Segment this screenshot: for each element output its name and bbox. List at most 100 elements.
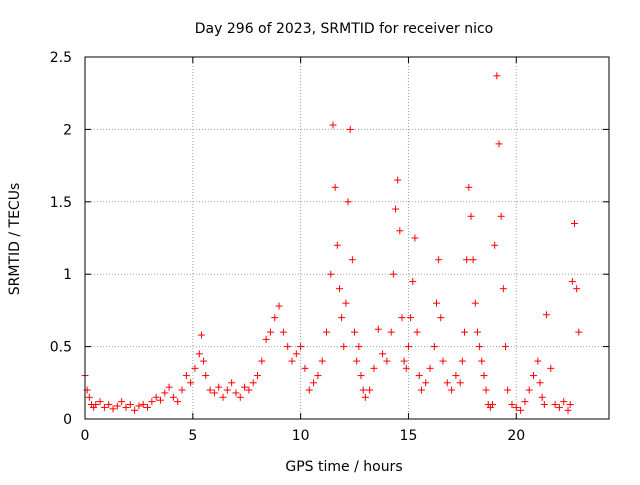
data-point	[374, 325, 382, 333]
data-point	[564, 406, 572, 414]
data-point	[555, 403, 563, 411]
data-point	[338, 314, 346, 322]
data-point	[530, 372, 538, 380]
data-point	[323, 328, 331, 336]
data-point	[254, 372, 262, 380]
data-point	[525, 386, 533, 394]
data-point	[568, 277, 576, 285]
y-tick-label: 2.5	[50, 50, 72, 66]
data-point	[497, 212, 505, 220]
data-point	[389, 270, 397, 278]
data-point	[331, 183, 339, 191]
data-point	[139, 401, 147, 409]
data-point	[400, 357, 408, 365]
data-point	[344, 198, 352, 206]
data-point	[355, 343, 363, 351]
data-point	[432, 299, 440, 307]
data-point	[275, 302, 283, 310]
data-point	[448, 386, 456, 394]
data-point	[262, 335, 270, 343]
data-point	[458, 357, 466, 365]
data-point	[538, 393, 546, 401]
data-point	[301, 364, 309, 372]
data-point	[456, 379, 464, 387]
data-point	[536, 379, 544, 387]
data-point	[463, 256, 471, 264]
data-point	[471, 299, 479, 307]
x-tick-label: 15	[400, 428, 418, 444]
data-point	[489, 401, 497, 409]
data-point	[318, 357, 326, 365]
x-axis-label: GPS time / hours	[285, 459, 402, 475]
data-point	[501, 343, 509, 351]
data-point	[469, 256, 477, 264]
data-point	[232, 389, 240, 397]
data-point	[335, 285, 343, 293]
y-axis-label: SRMTID / TECUs	[7, 183, 23, 296]
data-point	[504, 386, 512, 394]
data-point	[292, 350, 300, 358]
data-point	[178, 386, 186, 394]
data-point	[314, 372, 322, 380]
data-point	[426, 364, 434, 372]
data-point	[340, 343, 348, 351]
data-point	[346, 125, 354, 133]
data-point	[409, 277, 417, 285]
axis-layer: 0 5 10 15 20 0 0.5 1 1.5 2 2.5	[50, 50, 609, 444]
data-point	[333, 241, 341, 249]
data-point	[329, 121, 337, 129]
data-point	[411, 234, 419, 242]
data-point	[439, 357, 447, 365]
data-point	[366, 386, 374, 394]
data-point	[284, 343, 292, 351]
data-point	[249, 379, 257, 387]
data-point	[534, 357, 542, 365]
data-point	[435, 256, 443, 264]
data-point	[398, 314, 406, 322]
data-point	[161, 389, 169, 397]
x-tick-label: 0	[81, 428, 90, 444]
data-point	[135, 402, 143, 410]
data-point	[197, 331, 205, 339]
data-point	[206, 386, 214, 394]
data-point	[174, 398, 182, 406]
y-tick-label: 0.5	[50, 340, 72, 356]
data-point	[407, 314, 415, 322]
data-point	[560, 398, 568, 406]
data-point	[396, 227, 404, 235]
data-point	[499, 285, 507, 293]
data-point	[357, 372, 365, 380]
data-point	[476, 343, 484, 351]
data-point	[493, 72, 501, 80]
data-point	[417, 386, 425, 394]
data-point	[131, 406, 139, 414]
data-point	[404, 343, 412, 351]
data-point	[482, 386, 490, 394]
data-point	[210, 389, 218, 397]
data-point	[351, 328, 359, 336]
data-point	[570, 220, 578, 228]
y-tick-label: 1	[63, 267, 72, 283]
data-point	[491, 241, 499, 249]
data-point	[297, 343, 305, 351]
data-point	[96, 398, 104, 406]
data-point	[202, 372, 210, 380]
data-point	[461, 328, 469, 336]
data-point	[430, 343, 438, 351]
data-point	[266, 328, 274, 336]
data-point	[480, 372, 488, 380]
data-point	[169, 393, 177, 401]
data-point	[517, 406, 525, 414]
data-point	[144, 403, 152, 411]
data-point	[100, 403, 108, 411]
data-point	[305, 386, 313, 394]
data-point	[113, 402, 121, 410]
chart-title: Day 296 of 2023, SRMTID for receiver nic…	[195, 21, 493, 37]
data-point	[126, 401, 134, 409]
data-point	[109, 405, 117, 413]
data-point	[465, 183, 473, 191]
data-point	[327, 270, 335, 278]
data-point	[258, 357, 266, 365]
data-point	[361, 393, 369, 401]
